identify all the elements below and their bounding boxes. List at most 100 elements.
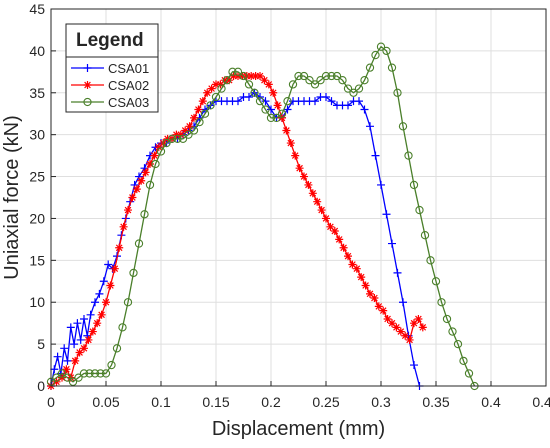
data-point-csa03 [79, 369, 89, 378]
data-point-csa02 [176, 130, 185, 139]
data-point-csa02 [141, 168, 150, 177]
data-point-csa01 [371, 151, 380, 160]
data-point-csa03 [266, 113, 276, 123]
data-point-csa02 [80, 344, 88, 353]
data-point-csa01 [393, 268, 402, 277]
data-point-csa03 [184, 130, 193, 139]
legend-entries: CSA01 CSA02 CSA03 [71, 61, 149, 110]
data-point-csa01 [91, 298, 99, 307]
data-point-csa03 [277, 109, 287, 118]
data-point-csa02 [348, 260, 357, 269]
data-point-csa03 [459, 356, 468, 366]
data-point-csa03 [162, 138, 171, 148]
data-point-csa02 [203, 88, 212, 97]
data-point-csa02 [137, 176, 146, 185]
data-point-csa03 [123, 298, 133, 307]
data-point-csa02 [115, 243, 124, 252]
data-point-csa01 [99, 277, 108, 286]
data-point-csa03 [442, 314, 452, 324]
data-point-csa03 [140, 210, 149, 219]
y-tick-label: 20 [29, 210, 45, 226]
data-point-csa03 [151, 159, 160, 169]
data-point-csa01 [234, 97, 242, 106]
data-point-csa03 [52, 373, 61, 382]
y-tick-label: 35 [29, 85, 45, 101]
data-point-csa03 [255, 97, 265, 106]
data-point-csa03 [96, 369, 105, 378]
data-point-csa02 [383, 314, 392, 323]
data-point-csa03 [415, 205, 424, 215]
data-point-csa02 [154, 143, 163, 152]
data-point-csa03 [233, 67, 243, 76]
data-point-csa02 [234, 72, 242, 81]
y-tick-label: 0 [37, 378, 45, 394]
data-point-csa03 [129, 268, 138, 278]
data-point-csa03 [288, 80, 298, 89]
data-point-csa03 [112, 344, 122, 353]
data-point-csa01 [104, 260, 113, 269]
data-point-csa03 [310, 80, 320, 89]
data-point-csa02 [322, 214, 330, 223]
y-tick-label: 10 [29, 294, 45, 310]
data-point-csa01 [322, 92, 330, 101]
data-point-csa03 [211, 92, 221, 102]
data-point-csa01 [410, 361, 418, 370]
data-point-csa02 [163, 134, 172, 143]
data-point-csa01 [388, 239, 396, 248]
data-point-csa02 [128, 193, 137, 202]
y-tick-label: 15 [29, 252, 45, 268]
data-point-csa02 [392, 323, 401, 332]
data-point-csa01 [311, 97, 319, 106]
data-point-csa02 [52, 377, 61, 386]
data-point-csa01 [95, 289, 104, 298]
series-layer [46, 42, 479, 391]
data-point-csa03 [195, 117, 204, 127]
data-point-csa01 [283, 105, 292, 114]
data-point-csa02 [216, 80, 225, 89]
data-point-csa03 [272, 113, 281, 123]
data-point-csa02 [251, 72, 260, 81]
data-point-csa03 [382, 46, 391, 56]
data-point-csa02 [335, 235, 344, 244]
data-point-csa02 [396, 327, 405, 336]
series-csa02 [47, 72, 427, 390]
data-point-csa01 [267, 105, 275, 114]
data-point-csa03 [305, 76, 314, 85]
data-point-csa01 [86, 310, 95, 319]
data-point-csa02 [88, 327, 97, 336]
data-point-csa03 [294, 71, 303, 81]
data-point-csa02 [269, 88, 278, 97]
data-point-csa03 [448, 327, 457, 336]
data-point-csa03 [178, 134, 188, 144]
data-point-csa02 [172, 130, 181, 139]
data-point-csa03 [316, 76, 325, 85]
legend-label-csa03: CSA03 [108, 95, 149, 110]
data-point-csa02 [388, 319, 396, 328]
legend-entry-csa02: CSA02 [71, 78, 149, 93]
data-point-csa01 [80, 314, 88, 323]
data-point-csa02 [300, 172, 308, 181]
data-point-csa03 [118, 323, 127, 332]
data-point-csa03 [222, 76, 232, 85]
data-point-csa01 [382, 210, 391, 219]
data-point-csa02 [106, 281, 115, 290]
x-tick-label: 0.35 [422, 394, 449, 410]
data-point-csa02 [410, 319, 418, 328]
legend-entry-csa03: CSA03 [71, 95, 149, 110]
data-point-csa02 [58, 373, 66, 382]
x-tick-label: 0.25 [312, 394, 339, 410]
y-tick-label: 40 [29, 43, 45, 59]
data-point-csa03 [327, 71, 336, 81]
data-point-csa03 [156, 147, 166, 156]
data-point-csa03 [283, 97, 292, 106]
data-point-csa01 [53, 352, 62, 361]
legend-label-csa02: CSA02 [108, 78, 149, 93]
data-point-csa03 [338, 76, 347, 85]
data-point-csa03 [63, 373, 72, 382]
data-point-csa02 [71, 356, 80, 365]
data-point-csa03 [426, 256, 435, 265]
data-point-csa03 [244, 80, 254, 89]
data-point-csa03 [365, 63, 375, 72]
data-point-csa03 [349, 88, 358, 97]
